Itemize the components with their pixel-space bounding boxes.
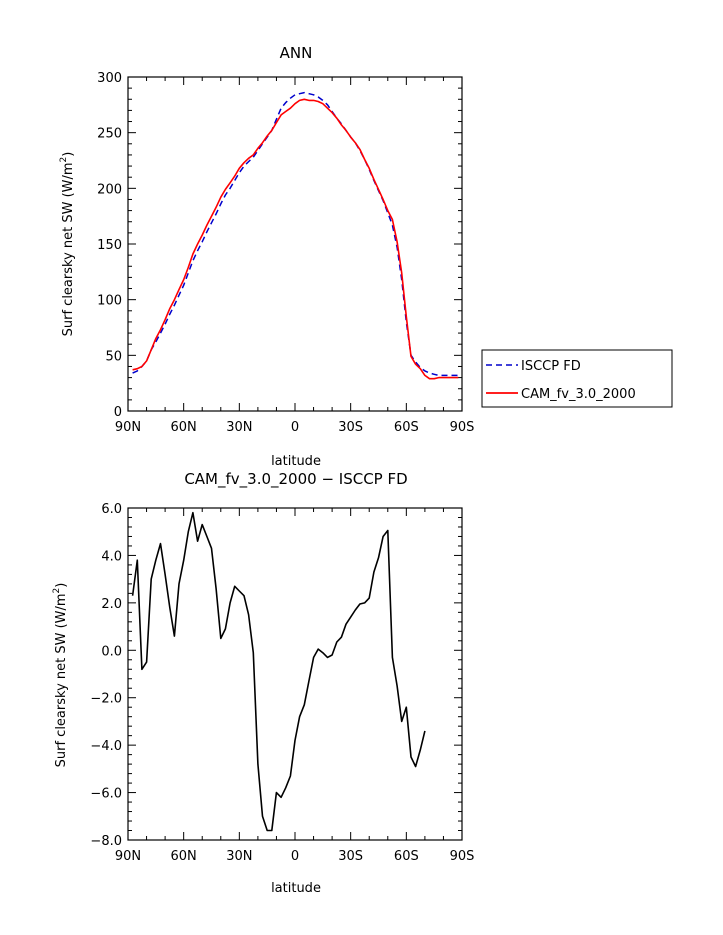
bottom-series-line-0 <box>131 511 426 832</box>
top-x-tick-label: 30N <box>226 420 252 435</box>
legend-label-cam: CAM_fv_3.0_2000 <box>521 387 636 402</box>
bottom-y-tick-label: −6.0 <box>90 787 122 802</box>
bottom-y-tick-label: 2.0 <box>101 597 122 612</box>
legend: ISCCP FD CAM_fv_3.0_2000 <box>481 349 673 408</box>
bottom-frame <box>127 507 463 841</box>
top-y-tick-label: 0 <box>114 405 122 420</box>
chart-top: ANN 90N 60N 30N 0 30S 60S 90S 0 50 100 150 200 250 30… <box>59 44 673 469</box>
top-x-tick-label: 90S <box>450 420 475 435</box>
chart-title-bottom: CAM_fv_3.0_2000 − ISCCP FD <box>184 470 407 489</box>
y-axis-label-top: Surf clearsky net SW (W/m2) <box>59 152 76 337</box>
chart-bottom: CAM_fv_3.0_2000 − ISCCP FD 90N 60N 30N 0 30S… <box>52 470 474 896</box>
bottom-x-tick-label: 90N <box>115 849 141 864</box>
bottom-x-tick-label: 30S <box>338 849 363 864</box>
y-axis-label-bottom: Surf clearsky net SW (W/m2) <box>52 583 69 768</box>
top-y-tick-label: 300 <box>97 71 122 86</box>
top-series-line-cam-fv-3-0-2000 <box>132 98 459 380</box>
bottom-y-tick-label: −8.0 <box>90 834 122 849</box>
bottom-x-tick-label: 0 <box>291 849 299 864</box>
plot-area-bottom: 90N 60N 30N 0 30S 60S 90S −8.0 −6.0 −4.0 −2.0 0.0 2.… <box>90 502 474 864</box>
top-y-tick-label: 150 <box>97 238 122 253</box>
top-y-tick-label: 50 <box>105 349 122 364</box>
top-x-tick-label: 30S <box>338 420 363 435</box>
x-axis-label-top: latitude <box>271 454 321 469</box>
legend-label-isccp: ISCCP FD <box>521 359 581 374</box>
bottom-x-tick-label: 60N <box>171 849 197 864</box>
bottom-y-tick-label: −2.0 <box>90 692 122 707</box>
bottom-x-tick-label: 90S <box>450 849 475 864</box>
top-x-tick-label: 90N <box>115 420 141 435</box>
bottom-y-tick-label: 6.0 <box>101 502 122 517</box>
plot-area-top: 90N 60N 30N 0 30S 60S 90S 0 50 100 150 200 250 300 <box>97 71 474 435</box>
top-x-tick-label: 0 <box>291 420 299 435</box>
bottom-x-tick-label: 60S <box>394 849 419 864</box>
x-axis-label-bottom: latitude <box>271 881 321 896</box>
top-y-tick-label: 250 <box>97 127 122 142</box>
top-series-line-isccp-fd <box>132 91 459 377</box>
bottom-y-tick-label: −4.0 <box>90 739 122 754</box>
chart-title-top: ANN <box>280 44 313 62</box>
bottom-y-tick-label: 0.0 <box>101 644 122 659</box>
bottom-x-tick-label: 30N <box>226 849 252 864</box>
bottom-y-tick-label: 4.0 <box>101 549 122 564</box>
top-frame <box>127 76 463 412</box>
top-x-tick-label: 60N <box>171 420 197 435</box>
top-y-tick-label: 100 <box>97 294 122 309</box>
legend-box <box>481 349 673 408</box>
top-y-tick-label: 200 <box>97 182 122 197</box>
top-x-tick-label: 60S <box>394 420 419 435</box>
